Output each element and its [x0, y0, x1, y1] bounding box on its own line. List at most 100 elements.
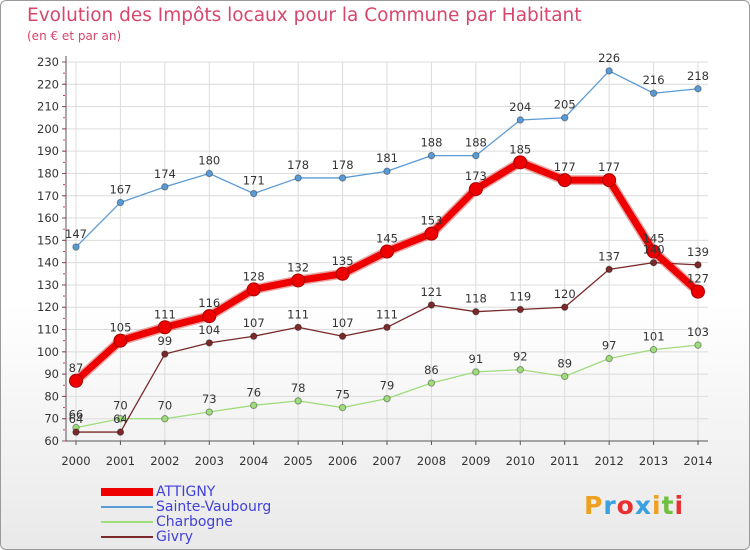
y-tick-label: 90: [44, 367, 59, 381]
data-label: 147: [65, 227, 87, 241]
legend-label-sainte-vaubourg: Sainte-Vaubourg: [156, 499, 272, 515]
x-tick-label: 2005: [284, 454, 313, 468]
logo-letter: P: [584, 491, 604, 520]
data-label: 188: [420, 136, 442, 150]
data-label: 66: [69, 408, 84, 422]
data-point: [116, 428, 125, 436]
data-point: [605, 67, 613, 75]
data-label: 64: [69, 412, 84, 426]
legend-swatch-charbogne: [101, 521, 153, 523]
data-point: [561, 303, 569, 311]
data-point: [468, 182, 483, 197]
data-point: [472, 151, 480, 160]
y-tick-label: 150: [37, 233, 59, 247]
data-point: [602, 173, 617, 188]
data-point: [161, 183, 169, 191]
legend-swatch-attigny: [101, 488, 153, 496]
y-tick-label: 230: [37, 55, 59, 69]
data-point: [250, 332, 258, 340]
chart-legend: ATTIGNY Sainte-Vaubourg Charbogne Givry: [101, 484, 401, 545]
data-point: [605, 354, 613, 363]
chart-title: Evolution des Impôts locaux pour la Comm…: [27, 5, 582, 26]
y-tick-label: 210: [37, 100, 59, 114]
data-label: 167: [109, 182, 131, 196]
y-tick-label: 60: [44, 434, 59, 448]
legend-label-charbogne: Charbogne: [156, 514, 233, 530]
logo-letter: x: [634, 491, 652, 520]
data-point: [472, 307, 480, 316]
x-tick-label: 2013: [639, 454, 668, 468]
data-point: [427, 301, 436, 309]
data-label: 145: [643, 232, 665, 246]
data-point: [649, 345, 658, 354]
data-point: [516, 365, 524, 374]
data-point: [424, 226, 439, 241]
logo-letter: i: [674, 491, 685, 520]
y-tick-label: 190: [37, 144, 59, 158]
data-point: [202, 309, 217, 324]
x-tick-label: 2010: [506, 454, 535, 468]
data-label: 119: [509, 289, 531, 303]
data-point: [649, 89, 658, 97]
data-point: [113, 333, 128, 348]
data-point: [380, 244, 394, 259]
data-label: 218: [687, 69, 709, 83]
data-label: 120: [554, 287, 576, 301]
data-label: 116: [198, 296, 220, 310]
data-label: 70: [113, 399, 128, 413]
data-point: [516, 305, 524, 314]
data-label: 137: [598, 249, 620, 263]
data-point: [338, 174, 347, 182]
y-tick-label: 110: [37, 323, 59, 337]
data-label: 105: [109, 321, 131, 335]
y-tick-label: 170: [37, 189, 59, 203]
data-label: 127: [687, 272, 709, 286]
logo-letter: t: [661, 491, 675, 520]
data-label: 103: [687, 325, 709, 339]
data-label: 91: [469, 352, 484, 366]
data-label: 226: [598, 51, 620, 65]
legend-swatch-givry: [101, 536, 153, 538]
data-label: 178: [287, 158, 309, 172]
data-label: 97: [602, 339, 617, 353]
y-tick-label: 160: [37, 211, 59, 225]
data-point: [427, 379, 436, 387]
data-label: 64: [113, 412, 128, 426]
x-tick-label: 2001: [106, 454, 135, 468]
x-tick-label: 2004: [239, 454, 268, 468]
data-point: [338, 403, 347, 412]
data-point: [161, 415, 169, 423]
y-tick-label: 120: [37, 300, 59, 314]
y-tick-label: 100: [37, 345, 59, 359]
x-tick-label: 2008: [417, 454, 446, 468]
data-point: [205, 408, 213, 416]
data-label: 173: [465, 169, 487, 183]
y-tick-label: 140: [37, 256, 59, 270]
x-tick-label: 2002: [150, 454, 179, 468]
y-tick-label: 180: [37, 166, 59, 180]
data-label: 107: [243, 316, 265, 330]
data-label: 121: [420, 285, 442, 299]
data-point: [383, 323, 391, 331]
data-label: 145: [376, 232, 398, 246]
data-point: [383, 167, 391, 175]
x-tick-label: 2003: [195, 454, 224, 468]
x-tick-label: 2009: [461, 454, 490, 468]
data-point: [250, 189, 258, 198]
chart-subtitle: (en € et par an): [27, 29, 122, 43]
data-label: 73: [202, 392, 217, 406]
data-point: [513, 155, 528, 170]
data-point: [335, 266, 350, 281]
data-point: [561, 372, 569, 381]
data-label: 78: [291, 381, 306, 395]
data-point: [291, 273, 306, 288]
x-tick-label: 2014: [683, 454, 712, 468]
data-point: [205, 339, 213, 347]
x-tick-label: 2011: [550, 454, 579, 468]
data-point: [646, 244, 661, 259]
data-point: [250, 401, 258, 410]
data-label: 185: [509, 142, 531, 156]
legend-item-givry: Givry: [101, 529, 401, 545]
